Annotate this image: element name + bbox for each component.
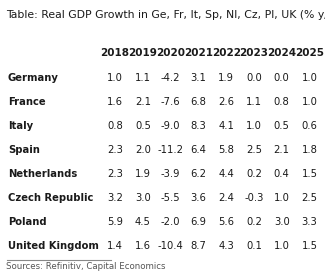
Text: Italy: Italy bbox=[8, 121, 33, 130]
Text: 0.8: 0.8 bbox=[274, 97, 290, 106]
Text: -11.2: -11.2 bbox=[158, 145, 184, 155]
Text: 1.1: 1.1 bbox=[135, 73, 151, 82]
Text: 5.9: 5.9 bbox=[107, 217, 123, 227]
Text: 0.2: 0.2 bbox=[246, 169, 262, 179]
Text: 5.6: 5.6 bbox=[218, 217, 234, 227]
Text: 1.4: 1.4 bbox=[107, 241, 123, 251]
Text: -7.6: -7.6 bbox=[161, 97, 180, 106]
Text: 4.5: 4.5 bbox=[135, 217, 151, 227]
Text: 4.3: 4.3 bbox=[218, 241, 234, 251]
Text: 0.2: 0.2 bbox=[246, 217, 262, 227]
Text: 1.0: 1.0 bbox=[302, 97, 318, 106]
Text: 1.9: 1.9 bbox=[135, 169, 151, 179]
Text: 2.0: 2.0 bbox=[135, 145, 151, 155]
Text: 2018: 2018 bbox=[100, 48, 130, 58]
Text: 0.6: 0.6 bbox=[302, 121, 318, 130]
Text: 1.0: 1.0 bbox=[246, 121, 262, 130]
Text: 3.1: 3.1 bbox=[190, 73, 206, 82]
Text: 2.4: 2.4 bbox=[218, 193, 234, 203]
Text: 3.0: 3.0 bbox=[274, 217, 290, 227]
Text: 6.9: 6.9 bbox=[190, 217, 206, 227]
Text: United Kingdom: United Kingdom bbox=[8, 241, 99, 251]
Text: 1.5: 1.5 bbox=[302, 241, 318, 251]
Text: 2.5: 2.5 bbox=[302, 193, 318, 203]
Text: 0.1: 0.1 bbox=[246, 241, 262, 251]
Text: 3.0: 3.0 bbox=[135, 193, 151, 203]
Text: 2024: 2024 bbox=[267, 48, 296, 58]
Text: 1.0: 1.0 bbox=[274, 241, 290, 251]
Text: 2021: 2021 bbox=[184, 48, 213, 58]
Text: 8.3: 8.3 bbox=[190, 121, 206, 130]
Text: 6.4: 6.4 bbox=[190, 145, 206, 155]
Text: 1.6: 1.6 bbox=[135, 241, 151, 251]
Text: 2022: 2022 bbox=[212, 48, 241, 58]
Text: Poland: Poland bbox=[8, 217, 46, 227]
Text: 0.4: 0.4 bbox=[274, 169, 290, 179]
Text: Czech Republic: Czech Republic bbox=[8, 193, 93, 203]
Text: 8.7: 8.7 bbox=[190, 241, 206, 251]
Text: 1.0: 1.0 bbox=[302, 73, 318, 82]
Text: 1.8: 1.8 bbox=[302, 145, 318, 155]
Text: 3.6: 3.6 bbox=[190, 193, 206, 203]
Text: Germany: Germany bbox=[8, 73, 59, 82]
Text: 2025: 2025 bbox=[295, 48, 324, 58]
Text: -4.2: -4.2 bbox=[161, 73, 180, 82]
Text: 4.4: 4.4 bbox=[218, 169, 234, 179]
Text: -9.0: -9.0 bbox=[161, 121, 180, 130]
Text: 6.8: 6.8 bbox=[190, 97, 206, 106]
Text: 3.3: 3.3 bbox=[302, 217, 318, 227]
Text: -5.5: -5.5 bbox=[161, 193, 180, 203]
Text: 0.0: 0.0 bbox=[274, 73, 290, 82]
Text: 0.0: 0.0 bbox=[246, 73, 262, 82]
Text: 2.5: 2.5 bbox=[246, 145, 262, 155]
Text: Spain: Spain bbox=[8, 145, 40, 155]
Text: 2.6: 2.6 bbox=[218, 97, 234, 106]
Text: -2.0: -2.0 bbox=[161, 217, 180, 227]
Text: 1.6: 1.6 bbox=[107, 97, 123, 106]
Text: 0.5: 0.5 bbox=[135, 121, 151, 130]
Text: 4.1: 4.1 bbox=[218, 121, 234, 130]
Text: -10.4: -10.4 bbox=[158, 241, 184, 251]
Text: Netherlands: Netherlands bbox=[8, 169, 77, 179]
Text: 1.5: 1.5 bbox=[302, 169, 318, 179]
Text: 0.8: 0.8 bbox=[107, 121, 123, 130]
Text: 1.9: 1.9 bbox=[218, 73, 234, 82]
Text: 6.2: 6.2 bbox=[190, 169, 206, 179]
Text: Table: Real GDP Growth in Ge, Fr, It, Sp, Nl, Cz, Pl, UK (% y/y): Table: Real GDP Growth in Ge, Fr, It, Sp… bbox=[6, 10, 325, 20]
Text: 5.8: 5.8 bbox=[218, 145, 234, 155]
Text: 2.1: 2.1 bbox=[135, 97, 151, 106]
Text: France: France bbox=[8, 97, 46, 106]
Text: 2023: 2023 bbox=[240, 48, 268, 58]
Text: -3.9: -3.9 bbox=[161, 169, 180, 179]
Text: -0.3: -0.3 bbox=[244, 193, 264, 203]
Text: 2019: 2019 bbox=[128, 48, 157, 58]
Text: 1.0: 1.0 bbox=[107, 73, 123, 82]
Text: 1.0: 1.0 bbox=[274, 193, 290, 203]
Text: 1.1: 1.1 bbox=[246, 97, 262, 106]
Text: 2020: 2020 bbox=[156, 48, 185, 58]
Text: 3.2: 3.2 bbox=[107, 193, 123, 203]
Text: Sources: Refinitiv, Capital Economics: Sources: Refinitiv, Capital Economics bbox=[6, 262, 166, 271]
Text: 2.1: 2.1 bbox=[274, 145, 290, 155]
Text: 2.3: 2.3 bbox=[107, 169, 123, 179]
Text: 0.5: 0.5 bbox=[274, 121, 290, 130]
Text: 2.3: 2.3 bbox=[107, 145, 123, 155]
